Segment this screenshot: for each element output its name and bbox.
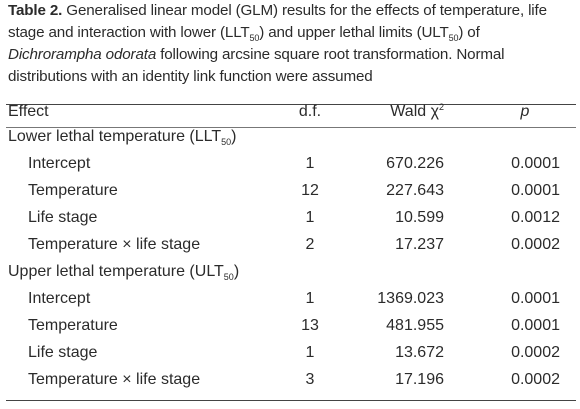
section-title-upper: Upper lethal temperature (ULT50)	[0, 263, 580, 290]
row-p: 0.0001	[511, 317, 560, 334]
table-row: Temperature 12 227.643 0.0001	[0, 182, 580, 209]
caption-text-2: ) and upper lethal limits (ULT	[259, 24, 449, 41]
row-effect: Life stage	[28, 344, 98, 361]
caption-text-4: following arcsine square root transforma…	[8, 46, 505, 85]
header-p: p	[520, 103, 530, 120]
row-p: 0.0002	[511, 236, 560, 253]
row-wald: 13.672	[395, 344, 444, 361]
section-lower-label: Lower lethal temperature (LLT50)	[8, 128, 237, 147]
row-df: 1	[305, 344, 315, 361]
row-p: 0.0001	[511, 290, 560, 307]
row-effect: Temperature	[28, 317, 118, 334]
row-effect: Life stage	[28, 209, 98, 226]
species-name: Dichrorampha odorata	[8, 46, 157, 63]
header-df: d.f.	[298, 103, 322, 120]
section-upper-label: Upper lethal temperature (ULT50)	[8, 263, 240, 282]
row-effect: Temperature × life stage	[28, 371, 201, 388]
row-p: 0.0001	[511, 182, 560, 199]
caption-sub-2: 50	[448, 33, 459, 43]
row-df: 12	[301, 182, 319, 199]
row-wald: 1369.023	[377, 290, 444, 307]
row-p: 0.0002	[511, 344, 560, 361]
row-df: 2	[305, 236, 315, 253]
header-wald-text: Wald χ	[390, 103, 439, 120]
section-upper-sub: 50	[223, 272, 234, 282]
table-label: Table 2.	[8, 2, 63, 19]
row-df: 1	[305, 209, 315, 226]
row-df: 1	[305, 290, 315, 307]
table-row: Life stage 1 10.599 0.0012	[0, 209, 580, 236]
section-upper-title: Upper lethal temperature (ULT	[8, 263, 224, 280]
row-df: 1	[305, 155, 315, 172]
header-rule	[6, 127, 576, 128]
caption-text-1: Generalised linear model (GLM) results f…	[8, 2, 547, 41]
row-df: 13	[301, 317, 319, 334]
section-lower-close: )	[231, 128, 237, 145]
header-effect: Effect	[8, 103, 49, 120]
row-effect: Temperature	[28, 182, 118, 199]
table-row: Life stage 1 13.672 0.0002	[0, 344, 580, 371]
header-wald-sup: 2	[438, 102, 444, 112]
table-row: Temperature × life stage 3 17.196 0.0002	[0, 371, 580, 398]
section-title-lower: Lower lethal temperature (LLT50)	[0, 128, 580, 155]
top-rule	[6, 104, 576, 105]
row-wald: 10.599	[395, 209, 444, 226]
row-p: 0.0012	[511, 209, 560, 226]
table-row: Temperature 13 481.955 0.0001	[0, 317, 580, 344]
section-lower-sub: 50	[221, 137, 232, 147]
table-row: Temperature × life stage 2 17.237 0.0002	[0, 236, 580, 263]
row-wald: 17.237	[395, 236, 444, 253]
header-row: Effect d.f. Wald χ2 p	[0, 103, 580, 130]
table-caption: Table 2. Generalised linear model (GLM) …	[8, 0, 574, 88]
row-p: 0.0001	[511, 155, 560, 172]
table-row: Intercept 1 670.226 0.0001	[0, 155, 580, 182]
row-df: 3	[305, 371, 315, 388]
caption-sub-1: 50	[249, 33, 260, 43]
row-effect: Intercept	[28, 290, 91, 307]
row-wald: 17.196	[395, 371, 444, 388]
row-wald: 227.643	[386, 182, 444, 199]
bottom-rule	[6, 400, 576, 401]
row-p: 0.0002	[511, 371, 560, 388]
row-wald: 670.226	[386, 155, 444, 172]
table-row: Intercept 1 1369.023 0.0001	[0, 290, 580, 317]
section-lower-title: Lower lethal temperature (LLT	[8, 128, 222, 145]
header-wald: Wald χ2	[350, 103, 444, 121]
row-effect: Temperature × life stage	[28, 236, 201, 253]
row-effect: Intercept	[28, 155, 91, 172]
row-wald: 481.955	[386, 317, 444, 334]
section-upper-close: )	[233, 263, 240, 280]
caption-text-3: ) of	[458, 24, 480, 41]
